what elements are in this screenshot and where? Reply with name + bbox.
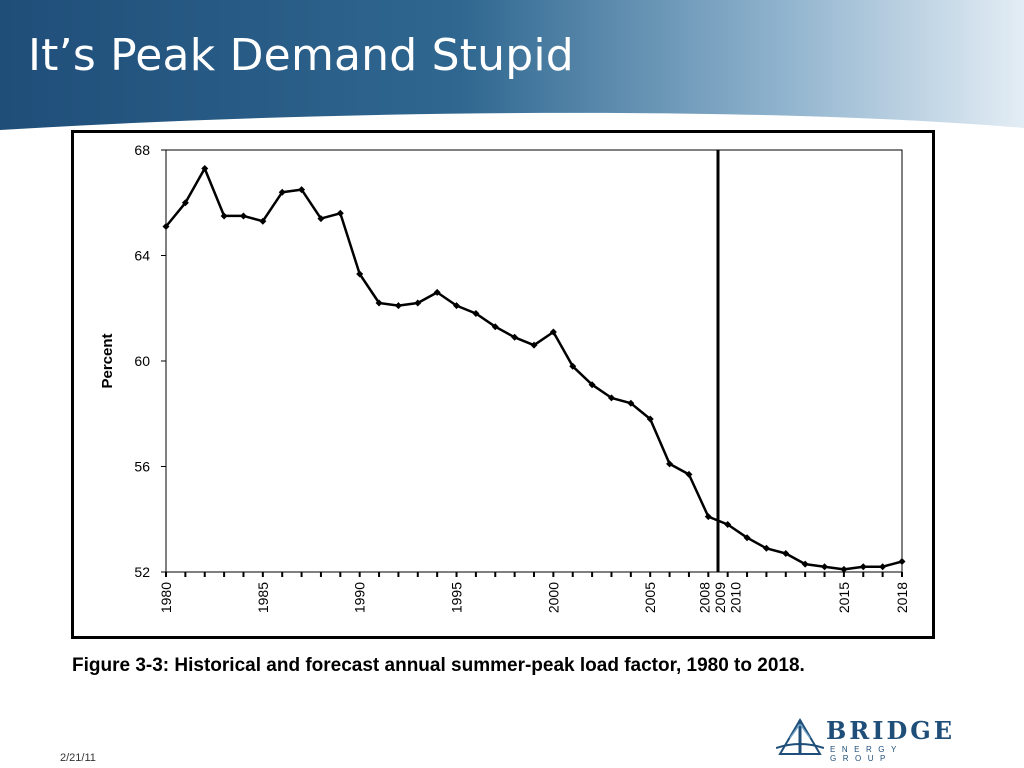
data-point bbox=[588, 381, 596, 389]
x-tick-label: 1995 bbox=[449, 582, 465, 613]
data-point bbox=[646, 415, 654, 423]
data-point bbox=[685, 470, 693, 478]
logo-wordmark: BRIDGE bbox=[826, 716, 956, 745]
x-tick-label: 1990 bbox=[352, 582, 368, 613]
data-point bbox=[201, 164, 209, 172]
x-tick-label: 1985 bbox=[255, 582, 271, 613]
data-point bbox=[549, 328, 557, 336]
data-point bbox=[840, 565, 848, 573]
data-point bbox=[375, 299, 383, 307]
data-point bbox=[859, 563, 867, 571]
data-point bbox=[259, 217, 267, 225]
data-point bbox=[317, 215, 325, 223]
load-factor-chart: 52 56 60 64 68 Percent 1980 1985 1990 1995 2000 200… bbox=[99, 142, 910, 613]
data-point bbox=[530, 341, 538, 349]
slide-title: It’s Peak Demand Stupid bbox=[28, 30, 574, 81]
plot-area bbox=[165, 149, 903, 573]
x-tick-label: 2009 bbox=[712, 582, 728, 613]
data-point bbox=[491, 323, 499, 331]
y-tick-label: 68 bbox=[134, 142, 150, 158]
data-point bbox=[453, 302, 461, 310]
data-point bbox=[394, 302, 402, 310]
x-tick-label: 2008 bbox=[696, 582, 712, 613]
data-point bbox=[511, 333, 519, 341]
logo-subtitle: ENERGY GROUP bbox=[830, 745, 903, 763]
slide-date: 2/21/11 bbox=[60, 752, 96, 764]
data-point bbox=[433, 288, 441, 296]
y-axis-label: Percent bbox=[99, 333, 116, 388]
data-point bbox=[666, 460, 674, 468]
data-point bbox=[704, 513, 712, 521]
data-point bbox=[724, 521, 732, 529]
data-point bbox=[782, 550, 790, 558]
data-point bbox=[298, 186, 306, 194]
bridge-icon bbox=[776, 718, 824, 755]
data-point bbox=[607, 394, 615, 402]
load-factor-line bbox=[165, 167, 903, 571]
data-point bbox=[336, 209, 344, 217]
data-point bbox=[278, 188, 286, 196]
data-point bbox=[220, 212, 228, 220]
y-tick-label: 64 bbox=[134, 248, 150, 264]
chart-frame: 52 56 60 64 68 Percent 1980 1985 1990 1995 2000 200… bbox=[71, 130, 935, 639]
data-point bbox=[414, 299, 422, 307]
y-tick-label: 60 bbox=[134, 353, 150, 369]
data-point bbox=[356, 270, 364, 278]
x-tick-label: 2015 bbox=[836, 582, 852, 613]
y-tick-label: 52 bbox=[134, 564, 150, 580]
data-point bbox=[801, 560, 809, 568]
data-point bbox=[162, 222, 170, 230]
data-point bbox=[762, 544, 770, 552]
data-point bbox=[821, 563, 829, 571]
x-tick-label: 1980 bbox=[158, 582, 174, 613]
data-point bbox=[879, 563, 887, 571]
x-tick-label: 2018 bbox=[894, 582, 910, 613]
data-point bbox=[569, 362, 577, 370]
bridge-logo: BRIDGE ENERGY GROUP bbox=[776, 714, 952, 763]
data-point bbox=[472, 310, 480, 318]
y-tick-label: 56 bbox=[134, 459, 150, 475]
figure-caption: Figure 3-3: Historical and forecast annu… bbox=[72, 655, 805, 676]
data-point bbox=[181, 199, 189, 207]
x-tick-label: 2005 bbox=[642, 582, 658, 613]
x-tick-label: 2010 bbox=[727, 582, 743, 613]
data-point bbox=[239, 212, 247, 220]
data-point bbox=[898, 557, 906, 565]
data-point bbox=[743, 534, 751, 542]
title-banner bbox=[0, 0, 1024, 130]
data-point bbox=[627, 399, 635, 407]
x-tick-label: 2000 bbox=[545, 582, 561, 613]
